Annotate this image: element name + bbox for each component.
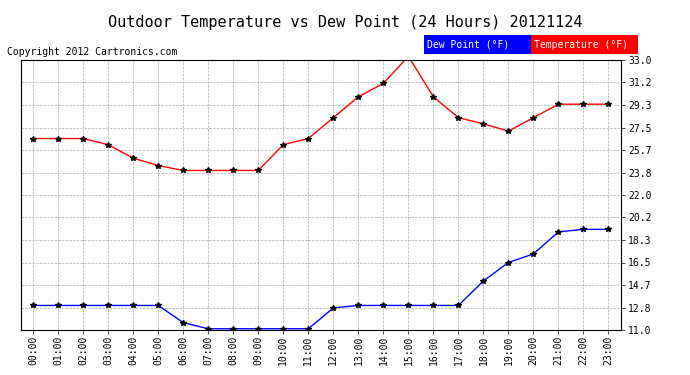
Text: Outdoor Temperature vs Dew Point (24 Hours) 20121124: Outdoor Temperature vs Dew Point (24 Hou… — [108, 15, 582, 30]
Text: Dew Point (°F): Dew Point (°F) — [427, 40, 509, 50]
Text: Temperature (°F): Temperature (°F) — [534, 40, 628, 50]
Text: Copyright 2012 Cartronics.com: Copyright 2012 Cartronics.com — [7, 47, 177, 57]
